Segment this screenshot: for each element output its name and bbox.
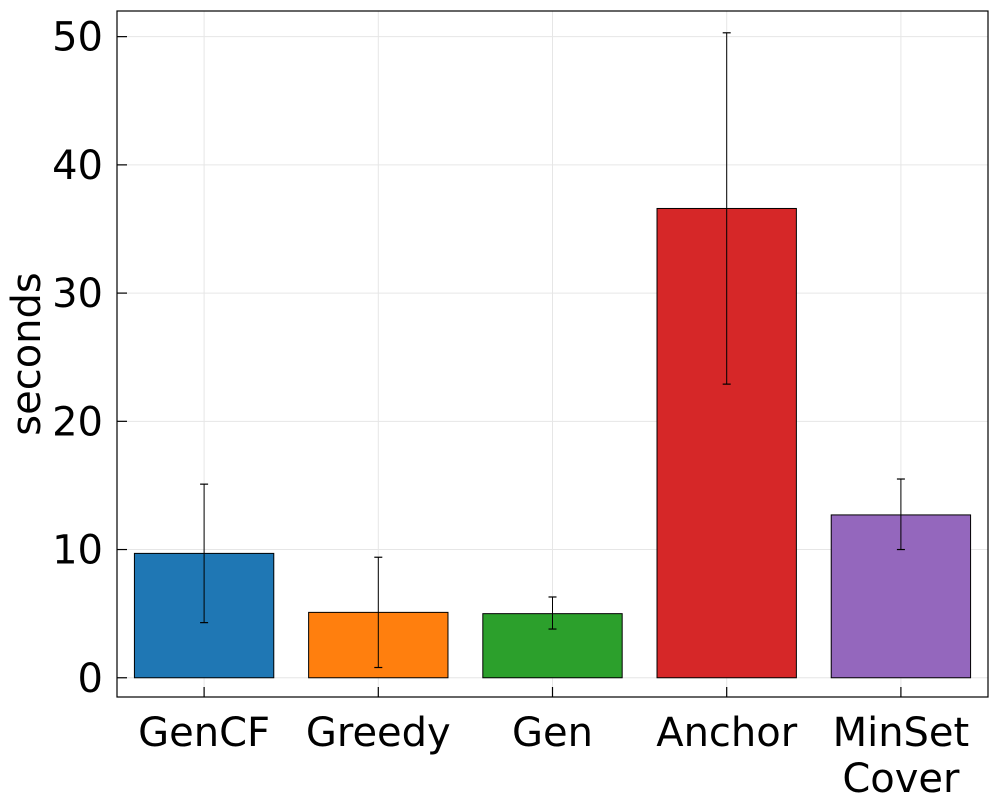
error-bar-layer	[200, 32, 905, 669]
y-tick-label: 40	[52, 143, 103, 189]
x-tick-label: Gen	[512, 710, 593, 756]
x-tick-label: Greedy	[306, 710, 451, 756]
x-tick-label: Anchor	[656, 710, 798, 756]
y-tick-label: 20	[52, 399, 103, 445]
y-tick-label: 50	[52, 15, 103, 61]
y-tick-label: 30	[52, 271, 103, 317]
y-axis-title: seconds	[4, 272, 50, 436]
tick-layer	[117, 36, 902, 697]
x-tick-label: Cover	[842, 756, 960, 800]
y-tick-label: 10	[52, 528, 103, 574]
x-tick-label: GenCF	[138, 710, 270, 756]
x-tick-label: MinSet	[833, 710, 970, 756]
y-tick-label: 0	[78, 656, 103, 702]
label-layer: 0 10 20 30 40 50 GenCF Greedy Gen Anchor MinSetCov…	[52, 15, 969, 800]
